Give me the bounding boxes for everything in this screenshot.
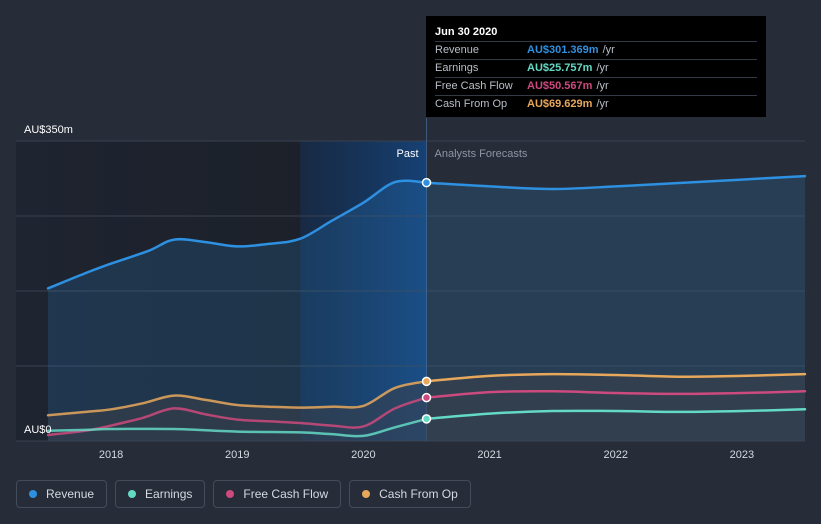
- earnings-marker: [421, 414, 432, 424]
- tooltip-label: Revenue: [435, 44, 480, 56]
- legend-item-revenue[interactable]: Revenue: [16, 480, 108, 508]
- legend-item-cash-from-op[interactable]: Cash From Op: [349, 480, 471, 508]
- tooltip-row-earnings: Earnings AU$25.757m /yr: [435, 59, 757, 77]
- tooltip-value: AU$50.567m: [527, 80, 593, 92]
- tooltip-date: Jun 30 2020: [435, 26, 498, 38]
- revenue-marker: [421, 177, 432, 188]
- earnings-line-past: [46, 417, 428, 438]
- tooltip-value: AU$25.757m: [527, 62, 593, 74]
- tooltip-unit: /yr: [596, 80, 609, 92]
- y-tick-label: AU$0: [24, 424, 52, 436]
- y-tick-label: AU$350m: [24, 124, 73, 136]
- series-markers: [421, 177, 432, 424]
- lower-area-fill: [48, 374, 805, 441]
- legend-dot-icon: [362, 490, 371, 498]
- tooltip-row-free-cash-flow: Free Cash Flow AU$50.567m /yr: [435, 77, 757, 95]
- legend-label: Free Cash Flow: [243, 487, 329, 501]
- x-tick-label: 2020: [351, 449, 375, 461]
- x-tick-label: 2023: [730, 449, 754, 461]
- tooltip-unit: /yr: [596, 98, 609, 110]
- line-chart: AU$350m AU$0 Past Analysts Forecasts 2018 201…: [16, 118, 807, 461]
- tooltip-label: Earnings: [435, 62, 479, 74]
- legend-dot-icon: [29, 490, 37, 498]
- free-cash-flow-marker: [421, 392, 432, 403]
- tooltip: Jun 30 2020 Revenue AU$301.369m /yr Earn…: [426, 16, 766, 117]
- x-tick-label: 2018: [99, 449, 123, 461]
- x-tick-label: 2022: [604, 449, 628, 461]
- tooltip-label: Free Cash Flow: [435, 80, 513, 92]
- tooltip-label: Cash From Op: [435, 98, 508, 110]
- tooltip-row-cash-from-op: Cash From Op AU$69.629m /yr: [435, 95, 757, 113]
- legend-label: Revenue: [46, 487, 95, 501]
- tooltip-row-revenue: Revenue AU$301.369m /yr: [435, 41, 757, 59]
- past-label: Past: [396, 148, 418, 160]
- cash-from-op-marker: [421, 376, 432, 387]
- tooltip-unit: /yr: [596, 62, 609, 74]
- legend-dot-icon: [128, 490, 137, 498]
- free-cash-flow-line-forecast: [425, 389, 807, 399]
- legend-dot-icon: [226, 490, 235, 498]
- x-tick-label: 2019: [225, 449, 249, 461]
- legend-label: Earnings: [145, 487, 193, 501]
- earnings-line-forecast: [425, 408, 807, 421]
- revenue-line-past: [46, 179, 428, 290]
- axis-labels: AU$350m AU$0 Past Analysts Forecasts 2018 201…: [24, 124, 754, 461]
- cash-from-op-line-forecast: [425, 372, 807, 383]
- forecast-label: Analysts Forecasts: [435, 148, 528, 160]
- cash-from-op-line-past: [46, 380, 428, 417]
- tooltip-unit: /yr: [602, 44, 615, 56]
- x-tick-label: 2021: [477, 449, 501, 461]
- tooltip-value: AU$301.369m: [527, 44, 599, 56]
- legend-item-earnings[interactable]: Earnings: [115, 480, 206, 508]
- series-lines: [46, 174, 807, 438]
- legend: Revenue Earnings Free Cash Flow Cash Fro…: [16, 480, 471, 510]
- revenue-line-forecast: [425, 174, 807, 191]
- tooltip-value: AU$69.629m: [527, 98, 593, 110]
- legend-item-free-cash-flow[interactable]: Free Cash Flow: [213, 480, 342, 508]
- free-cash-flow-line-past: [46, 396, 428, 437]
- legend-label: Cash From Op: [379, 487, 458, 501]
